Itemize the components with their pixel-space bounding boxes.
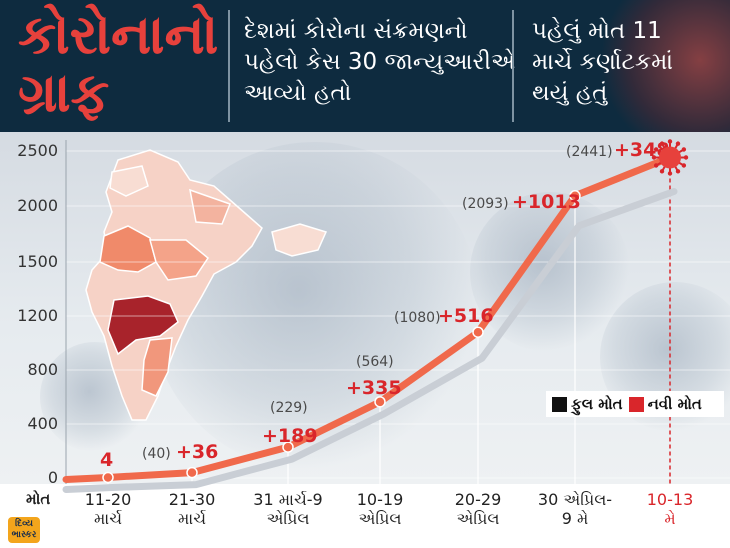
x-tick-label: 21-30 માર્ચ (168, 490, 216, 528)
data-point (102, 471, 114, 484)
logo-line: દિવ્ય (15, 519, 33, 529)
india-map-illustration (85, 149, 328, 421)
total-deaths-label: (2441) (566, 144, 613, 160)
title-line-1: કોરોનાનો (18, 3, 219, 66)
new-deaths-label: +348 (614, 139, 670, 161)
chart-legend: ફુલ મોત નવી મોત (546, 391, 724, 417)
total-deaths-label: (2093) (462, 196, 509, 212)
legend-label-total: ફુલ મોત (571, 395, 623, 413)
page-title: કોરોનાનો ગ્રાફ (18, 6, 218, 122)
chart-grid (65, 140, 730, 484)
y-tick-label: 2500 (17, 141, 58, 160)
y-tick-label: 0 (47, 468, 58, 487)
note2-line: માર્ચે કર્ણાટકમાં (532, 49, 674, 75)
note1-line: દેશમાં કોરોના સંક્રમણનો (244, 18, 468, 44)
new-deaths-label: +335 (346, 377, 402, 399)
new-deaths-label: +1013 (512, 191, 581, 213)
y-tick-label: 2000 (17, 196, 58, 215)
header-banner: કોરોનાનો ગ્રાફ દેશમાં કોરોના સંક્રમણનો પ… (0, 0, 730, 132)
title-line-2: ગ્રાફ (18, 61, 110, 124)
y-axis-unit-label: મોત (26, 490, 51, 508)
header-note-first-death: પહેલું મોત 11 માર્ચે કર્ણાટકમાં થયું હતુ… (532, 16, 673, 109)
y-tick-label: 1500 (17, 252, 58, 271)
data-point (472, 326, 484, 338)
data-point (569, 190, 581, 202)
data-point (282, 441, 294, 453)
virus-icon (651, 139, 689, 176)
publisher-logo: દિવ્ય ભાસ્કર (8, 517, 40, 543)
new-deaths-label: +36 (176, 441, 218, 463)
total-deaths-label: (229) (270, 400, 308, 416)
data-point (186, 466, 198, 479)
legend-swatch-new (628, 396, 644, 412)
new-deaths-label: 4 (100, 449, 113, 471)
header-note-first-case: દેશમાં કોરોના સંક્રમણનો પહેલો કેસ 30 જાન… (244, 16, 515, 109)
shadow-trend-line (62, 187, 678, 493)
note2-line: થયું હતું (532, 80, 608, 106)
note2-line: પહેલું મોત 11 (532, 18, 662, 44)
y-tick-label: 1200 (17, 306, 58, 325)
header-divider-1 (228, 10, 230, 122)
note1-line: આવ્યો હતો (244, 80, 352, 106)
header-divider-2 (512, 10, 514, 122)
y-tick-label: 400 (27, 414, 58, 433)
legend-label-new: નવી મોત (647, 395, 702, 413)
x-tick-label: 31 માર્ચ-9 એપ્રિલ (253, 490, 323, 528)
deaths-trend-line (62, 153, 674, 483)
new-deaths-label: +189 (262, 425, 318, 447)
x-tick-label: 10-13 મે (646, 490, 694, 528)
total-deaths-label: (1080) (394, 310, 441, 326)
data-point (374, 396, 386, 408)
total-deaths-label: (564) (356, 354, 394, 370)
y-tick-label: 800 (27, 360, 58, 379)
note1-line: પહેલો કેસ 30 જાન્યુઆરીએ (244, 49, 516, 75)
x-tick-label: 20-29 એપ્રિલ (454, 490, 502, 528)
x-tick-label: 11-20 માર્ચ (84, 490, 132, 528)
total-deaths-label: (40) (142, 446, 171, 462)
x-tick-label: 30 એપ્રિલ- 9 મે (537, 490, 613, 528)
logo-line: ભાસ્કર (11, 530, 37, 540)
virus-decoration-header (600, 0, 730, 132)
new-deaths-label: +516 (438, 305, 494, 327)
x-tick-label: 10-19 એપ્રિલ (356, 490, 404, 528)
legend-swatch-total (552, 396, 567, 412)
